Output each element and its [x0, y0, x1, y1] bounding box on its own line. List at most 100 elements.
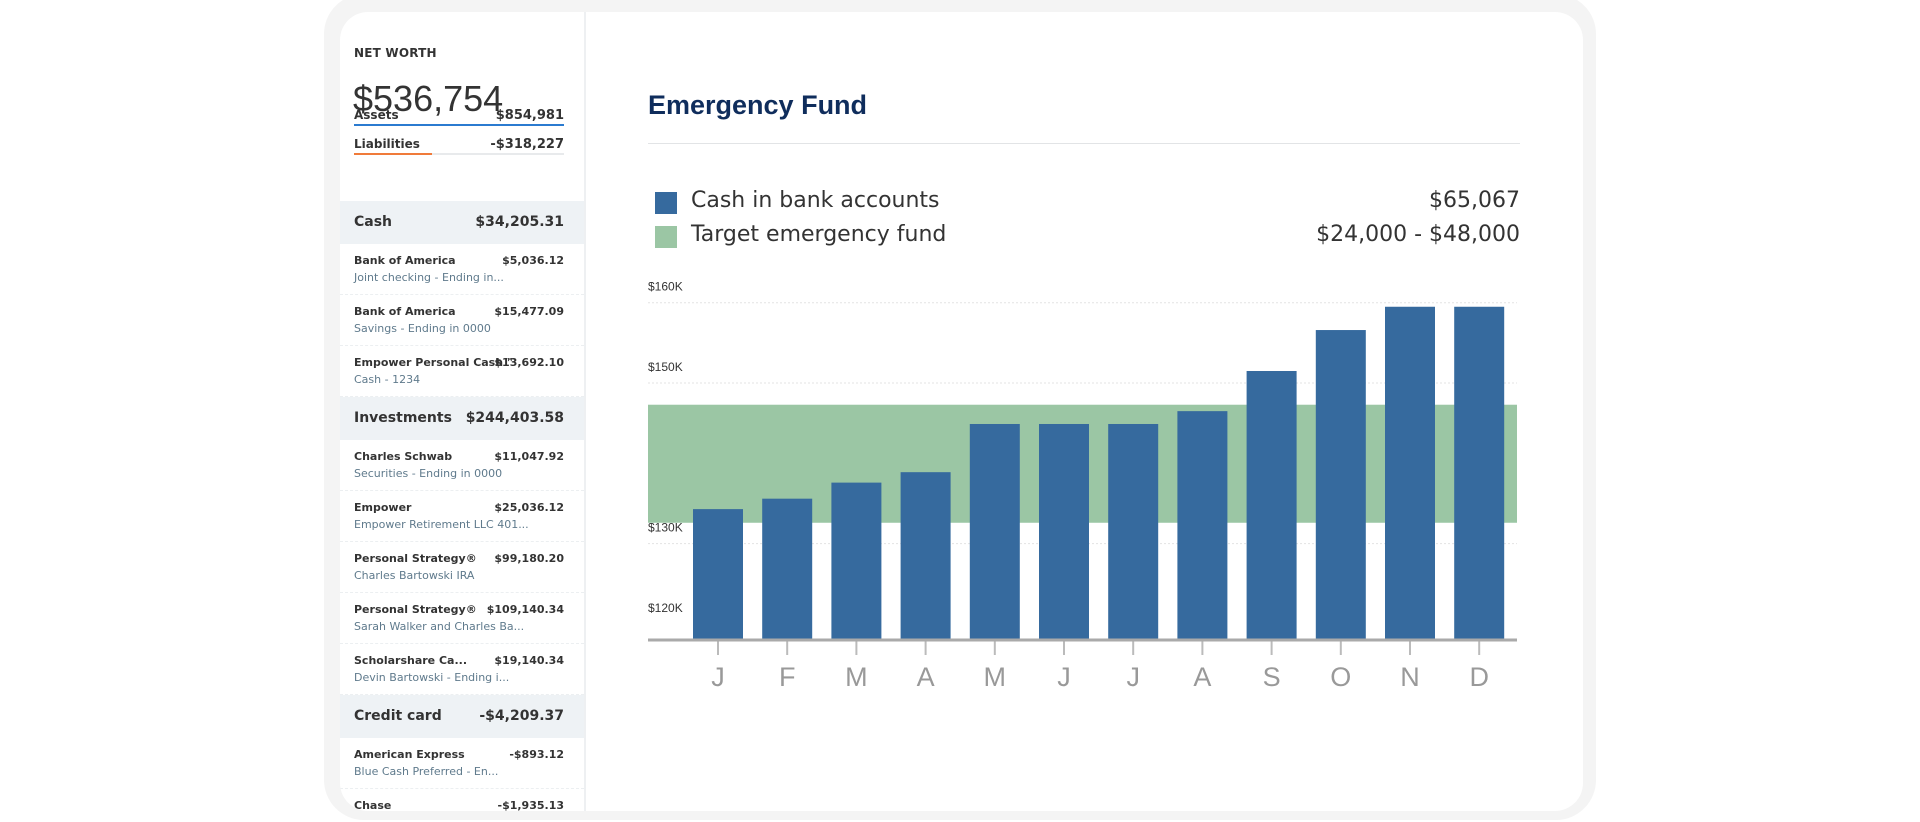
- bar-10: [1385, 306, 1435, 640]
- account-item[interactable]: Personal Strategy® $109,140.34 Sarah Walke…: [340, 593, 584, 644]
- account-amount: $11,047.92: [494, 450, 564, 463]
- account-name: Chase: [354, 799, 392, 811]
- page-title: Emergency Fund: [648, 90, 868, 120]
- x-tick-label: A: [917, 662, 935, 692]
- account-name: Empower Personal Cash™: [354, 356, 515, 369]
- legend-value: $24,000 - $48,000: [1316, 222, 1520, 247]
- bar-4: [969, 423, 1020, 640]
- x-tick-label: M: [984, 662, 1007, 692]
- assets-row[interactable]: Assets $854,981: [354, 108, 564, 126]
- account-amount: $99,180.20: [494, 552, 564, 565]
- liabilities-bar: [354, 153, 564, 155]
- account-name: American Express: [354, 748, 465, 761]
- liabilities-label: Liabilities: [354, 137, 420, 151]
- bar-1: [762, 498, 813, 640]
- x-tick-label: D: [1469, 662, 1489, 692]
- account-amount: $19,140.34: [494, 654, 564, 667]
- group-label: Cash: [354, 214, 393, 230]
- title-divider: [648, 143, 1520, 144]
- legend-target: Target emergency fund $24,000 - $48,000: [648, 222, 1520, 252]
- account-subtitle: Securities - Ending in 0000: [354, 467, 503, 480]
- legend-label: Cash in bank accounts: [691, 188, 940, 213]
- account-subtitle: Charles Bartowski IRA: [354, 569, 475, 582]
- net-worth-value: $536,754: [353, 78, 504, 119]
- legend-value: $65,067: [1429, 188, 1520, 213]
- legend-label: Target emergency fund: [691, 222, 947, 247]
- x-tick-label: J: [711, 662, 725, 692]
- assets-label: Assets: [354, 108, 399, 122]
- legend-swatch-cash: [655, 192, 677, 214]
- account-name: Empower: [354, 501, 412, 514]
- group-label: Credit card: [354, 708, 442, 724]
- x-tick-label: S: [1263, 662, 1281, 692]
- liabilities-value: -$318,227: [490, 137, 564, 152]
- account-amount: $15,477.09: [494, 305, 564, 318]
- bar-2: [831, 482, 882, 640]
- bar-3: [900, 472, 951, 640]
- account-amount: $109,140.34: [486, 603, 564, 616]
- account-item[interactable]: Empower Personal Cash™ $13,692.10 Cash - 1…: [340, 346, 584, 397]
- account-name: Personal Strategy®: [354, 552, 477, 565]
- x-tick-label: F: [779, 662, 796, 692]
- account-name: Bank of America: [354, 254, 456, 267]
- assets-value: $854,981: [495, 108, 564, 123]
- x-tick-label: O: [1330, 662, 1351, 692]
- group-total: $34,205.31: [475, 214, 564, 230]
- account-subtitle: Savings - Ending in 0000: [354, 322, 491, 335]
- group-total: $244,403.58: [465, 410, 564, 426]
- account-item[interactable]: Chase -$1,935.13: [340, 789, 584, 811]
- account-subtitle: Joint checking - Ending in...: [354, 271, 504, 284]
- bar-11: [1454, 306, 1505, 640]
- y-tick-label: $120K: [648, 601, 683, 615]
- bar-6: [1108, 423, 1159, 640]
- account-name: Bank of America: [354, 305, 456, 318]
- liabilities-bar-fill: [354, 153, 432, 155]
- account-subtitle: Sarah Walker and Charles Ba...: [354, 620, 525, 633]
- account-subtitle: Devin Bartowski - Ending i...: [354, 671, 510, 684]
- assets-bar-fill: [354, 124, 564, 126]
- account-subtitle: Cash - 1234: [354, 373, 421, 386]
- account-amount: $13,692.10: [494, 356, 564, 369]
- account-name: Personal Strategy®: [354, 603, 477, 616]
- group-label: Investments: [354, 410, 452, 426]
- group-header-cash[interactable]: Cash $34,205.31: [340, 201, 584, 244]
- x-tick-label: J: [1126, 662, 1140, 692]
- group-header-investments[interactable]: Investments $244,403.58: [340, 397, 584, 440]
- y-tick-label: $130K: [648, 521, 683, 535]
- net-worth-sidebar: NET WORTH $536,754 Assets $854,981 Liabi…: [340, 12, 586, 811]
- account-item[interactable]: Bank of America $15,477.09 Savings - Endin…: [340, 295, 584, 346]
- account-item[interactable]: Personal Strategy® $99,180.20 Charles Bart…: [340, 542, 584, 593]
- x-tick-label: N: [1400, 662, 1420, 692]
- account-list: Cash $34,205.31 Bank of America $5,036.12 Jo…: [340, 201, 584, 811]
- assets-bar: [354, 124, 564, 126]
- account-amount: -$1,935.13: [497, 799, 565, 811]
- liabilities-row[interactable]: Liabilities -$318,227: [354, 137, 564, 155]
- account-item[interactable]: American Express -$893.12 Blue Cash Prefer…: [340, 738, 584, 789]
- account-item[interactable]: Empower $25,036.12 Empower Retirement LLC …: [340, 491, 584, 542]
- account-item[interactable]: Bank of America $5,036.12 Joint checking -…: [340, 244, 584, 295]
- account-amount: -$893.12: [509, 748, 564, 761]
- legend-swatch-target: [655, 226, 677, 248]
- bar-7: [1177, 411, 1228, 640]
- bar-8: [1246, 370, 1297, 640]
- x-tick-label: M: [845, 662, 868, 692]
- account-name: Charles Schwab: [354, 450, 453, 463]
- legend-cash: Cash in bank accounts $65,067: [648, 188, 1520, 218]
- x-tick-label: A: [1193, 662, 1211, 692]
- account-amount: $5,036.12: [502, 254, 564, 267]
- bar-5: [1039, 423, 1089, 640]
- account-amount: $25,036.12: [494, 501, 564, 514]
- net-worth-label: NET WORTH: [354, 46, 437, 60]
- x-tick-label: J: [1057, 662, 1071, 692]
- account-item[interactable]: Scholarshare Ca... $19,140.34 Devin Bartow…: [340, 644, 584, 695]
- group-total: -$4,209.37: [479, 708, 564, 724]
- y-tick-label: $150K: [648, 360, 683, 374]
- account-subtitle: Empower Retirement LLC 401...: [354, 518, 529, 531]
- y-tick-label: $160K: [648, 280, 683, 294]
- group-header-credit-card[interactable]: Credit card -$4,209.37: [340, 695, 584, 738]
- account-item[interactable]: Charles Schwab $11,047.92 Securities - End…: [340, 440, 584, 491]
- account-subtitle: Blue Cash Preferred - En...: [354, 765, 499, 778]
- account-name: Scholarshare Ca...: [354, 654, 467, 667]
- bar-9: [1315, 330, 1366, 640]
